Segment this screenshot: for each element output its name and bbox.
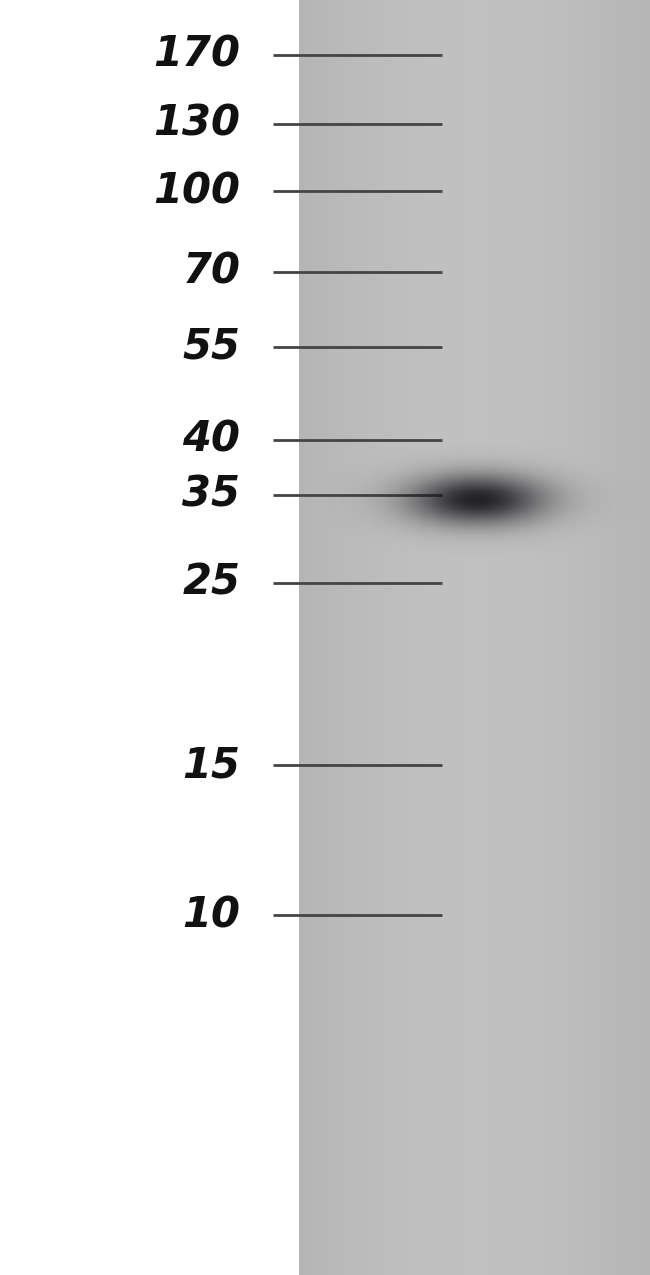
Text: 170: 170 (153, 34, 240, 75)
Text: 100: 100 (153, 171, 240, 212)
Text: 40: 40 (183, 419, 240, 460)
Text: 130: 130 (153, 103, 240, 144)
Text: 55: 55 (183, 326, 240, 367)
Text: 35: 35 (183, 474, 240, 515)
Text: 15: 15 (183, 745, 240, 785)
Bar (0, 0, 299, 1275)
Text: 25: 25 (183, 562, 240, 603)
Text: 10: 10 (183, 895, 240, 936)
Text: 70: 70 (183, 251, 240, 292)
